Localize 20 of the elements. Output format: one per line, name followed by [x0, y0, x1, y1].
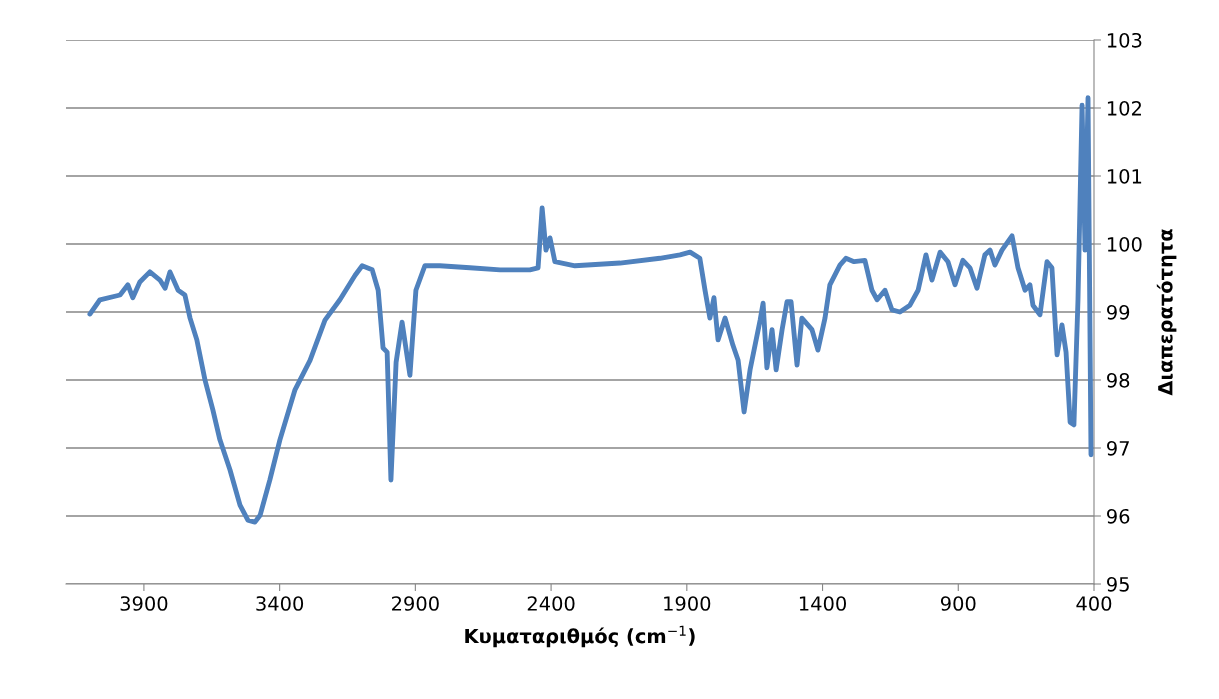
x-tick-label: 900 [940, 596, 976, 611]
y-tick-label: 103 [1107, 32, 1142, 48]
x-tick-label: 3900 [120, 596, 168, 611]
x-axis-title: Κυματαριθμός (cm$^{−1}$) [465, 625, 695, 648]
x-tick-label: 2900 [392, 596, 439, 611]
x-tick-label: 3400 [256, 596, 304, 611]
y-tick-label: 99 [1107, 304, 1130, 320]
y-tick-label: 101 [1107, 168, 1142, 184]
x-tick-label: 1900 [664, 596, 711, 611]
y-tick-label: 102 [1107, 100, 1141, 116]
y-tick-label: 96 [1107, 508, 1130, 524]
y-axis-title: Διαπερατότητα [1156, 229, 1177, 396]
x-tick-label: 400 [1076, 596, 1112, 611]
x-tick-label: 2400 [527, 596, 575, 611]
y-tick-label: 97 [1107, 440, 1129, 456]
y-tick-label: 95 [1107, 576, 1129, 592]
line-series [87, 95, 1094, 525]
x-tick-label: 1400 [799, 596, 846, 611]
y-tick-label: 100 [1107, 236, 1142, 252]
y-tick-label: 98 [1107, 372, 1130, 388]
